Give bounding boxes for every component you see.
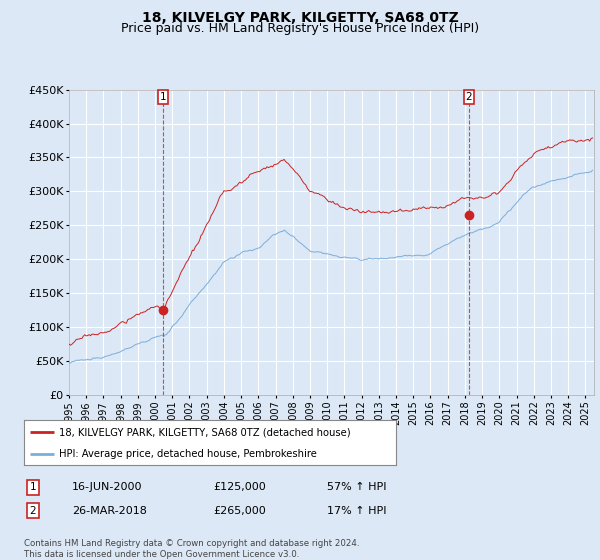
Text: 2: 2 bbox=[466, 92, 472, 101]
Text: 17% ↑ HPI: 17% ↑ HPI bbox=[327, 506, 386, 516]
Text: 26-MAR-2018: 26-MAR-2018 bbox=[72, 506, 147, 516]
Text: 2: 2 bbox=[29, 506, 37, 516]
Text: HPI: Average price, detached house, Pembrokeshire: HPI: Average price, detached house, Pemb… bbox=[59, 449, 317, 459]
Text: 18, KILVELGY PARK, KILGETTY, SA68 0TZ: 18, KILVELGY PARK, KILGETTY, SA68 0TZ bbox=[142, 11, 458, 25]
Text: £125,000: £125,000 bbox=[213, 482, 266, 492]
Text: Price paid vs. HM Land Registry's House Price Index (HPI): Price paid vs. HM Land Registry's House … bbox=[121, 22, 479, 35]
Text: 1: 1 bbox=[29, 482, 37, 492]
Text: 57% ↑ HPI: 57% ↑ HPI bbox=[327, 482, 386, 492]
Text: £265,000: £265,000 bbox=[213, 506, 266, 516]
Text: Contains HM Land Registry data © Crown copyright and database right 2024.
This d: Contains HM Land Registry data © Crown c… bbox=[24, 539, 359, 559]
Text: 1: 1 bbox=[160, 92, 166, 101]
Text: 18, KILVELGY PARK, KILGETTY, SA68 0TZ (detached house): 18, KILVELGY PARK, KILGETTY, SA68 0TZ (d… bbox=[59, 427, 351, 437]
Text: 16-JUN-2000: 16-JUN-2000 bbox=[72, 482, 143, 492]
